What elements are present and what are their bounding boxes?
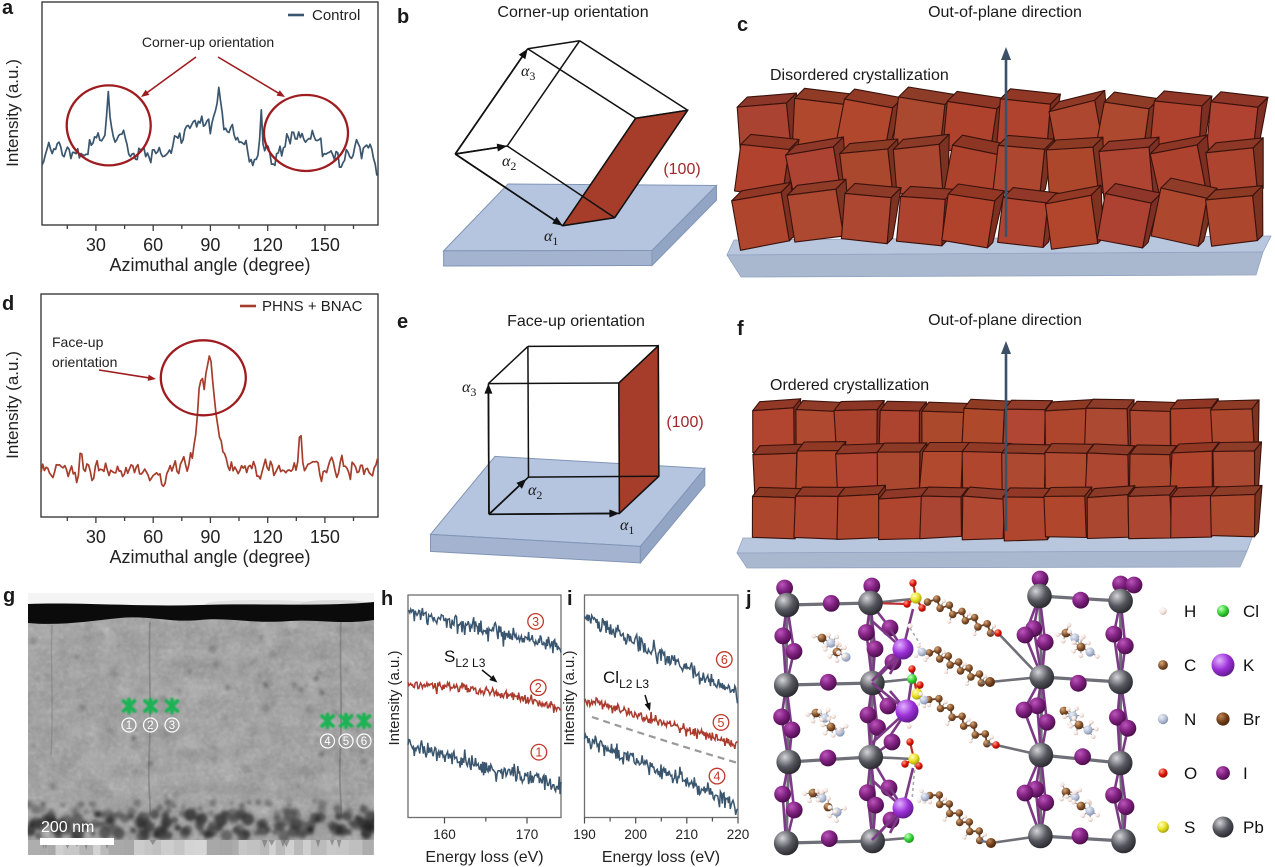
- svg-text:e: e: [397, 311, 408, 333]
- svg-text:Ordered crystallization: Ordered crystallization: [770, 377, 929, 394]
- svg-text:S: S: [1184, 818, 1195, 837]
- svg-text:f: f: [737, 318, 744, 340]
- svg-text:30: 30: [86, 527, 106, 547]
- svg-text:g: g: [3, 585, 15, 607]
- svg-text:90: 90: [200, 527, 220, 547]
- svg-text:Energy loss (eV): Energy loss (eV): [425, 849, 543, 866]
- svg-text:210: 210: [676, 827, 699, 842]
- svg-text:3: 3: [532, 615, 539, 629]
- svg-text:Energy loss (eV): Energy loss (eV): [602, 849, 720, 866]
- svg-text:150: 150: [310, 527, 340, 547]
- svg-text:b: b: [397, 6, 409, 28]
- svg-text:1: 1: [126, 720, 132, 732]
- svg-text:6: 6: [721, 653, 728, 667]
- svg-text:3: 3: [169, 720, 175, 732]
- svg-text:(100): (100): [666, 414, 703, 431]
- svg-text:N: N: [1184, 710, 1196, 729]
- svg-text:I: I: [1243, 764, 1248, 783]
- svg-text:150: 150: [310, 235, 340, 255]
- svg-text:Face-up: Face-up: [52, 334, 104, 350]
- svg-text:O: O: [1184, 764, 1197, 783]
- svg-text:200: 200: [624, 827, 647, 842]
- svg-text:Intensity (a.u.): Intensity (a.u.): [561, 650, 578, 745]
- svg-text:Pb: Pb: [1243, 818, 1264, 837]
- svg-text:h: h: [381, 588, 393, 610]
- svg-text:200 nm: 200 nm: [41, 819, 94, 836]
- svg-text:(100): (100): [663, 161, 700, 178]
- svg-text:170: 170: [516, 827, 539, 842]
- svg-text:220: 220: [727, 827, 750, 842]
- svg-text:190: 190: [573, 827, 596, 842]
- svg-text:Azimuthal angle (degree): Azimuthal angle (degree): [109, 255, 310, 275]
- svg-text:120: 120: [253, 235, 283, 255]
- svg-text:Control: Control: [312, 7, 360, 24]
- svg-text:d: d: [2, 293, 14, 315]
- svg-text:Out-of-plane direction: Out-of-plane direction: [928, 312, 1082, 329]
- svg-text:5: 5: [718, 716, 725, 730]
- svg-text:Intensity (a.u.): Intensity (a.u.): [386, 650, 403, 745]
- svg-text:90: 90: [200, 235, 220, 255]
- svg-text:120: 120: [253, 527, 283, 547]
- svg-text:Disordered crystallization: Disordered crystallization: [770, 67, 949, 84]
- svg-text:30: 30: [86, 235, 106, 255]
- svg-text:6: 6: [361, 736, 367, 748]
- svg-text:1: 1: [535, 746, 542, 760]
- svg-text:c: c: [737, 14, 748, 36]
- svg-text:Face-up orientation: Face-up orientation: [507, 313, 645, 330]
- svg-text:Corner-up orientation: Corner-up orientation: [142, 34, 274, 50]
- svg-text:2: 2: [535, 681, 542, 695]
- svg-text:Intensity (a.u.): Intensity (a.u.): [3, 59, 22, 167]
- svg-text:PHNS + BNAC: PHNS + BNAC: [262, 298, 363, 315]
- svg-text:Azimuthal angle (degree): Azimuthal angle (degree): [109, 547, 310, 567]
- svg-text:5: 5: [343, 736, 349, 748]
- svg-text:160: 160: [433, 827, 456, 842]
- svg-text:C: C: [1184, 656, 1196, 675]
- svg-text:a: a: [2, 0, 14, 19]
- svg-text:Corner-up orientation: Corner-up orientation: [497, 4, 648, 21]
- svg-text:60: 60: [143, 235, 163, 255]
- svg-text:2: 2: [147, 720, 153, 732]
- svg-text:H: H: [1184, 602, 1196, 621]
- svg-text:orientation: orientation: [52, 354, 117, 370]
- svg-text:j: j: [745, 588, 752, 610]
- svg-text:4: 4: [714, 770, 721, 784]
- svg-text:i: i: [567, 588, 573, 610]
- svg-text:Out-of-plane direction: Out-of-plane direction: [928, 4, 1082, 21]
- svg-text:Intensity (a.u.): Intensity (a.u.): [3, 351, 22, 459]
- svg-text:K: K: [1243, 656, 1255, 675]
- svg-text:4: 4: [324, 736, 331, 748]
- svg-text:Cl: Cl: [1243, 602, 1259, 621]
- svg-text:60: 60: [143, 527, 163, 547]
- svg-text:Br: Br: [1243, 710, 1260, 729]
